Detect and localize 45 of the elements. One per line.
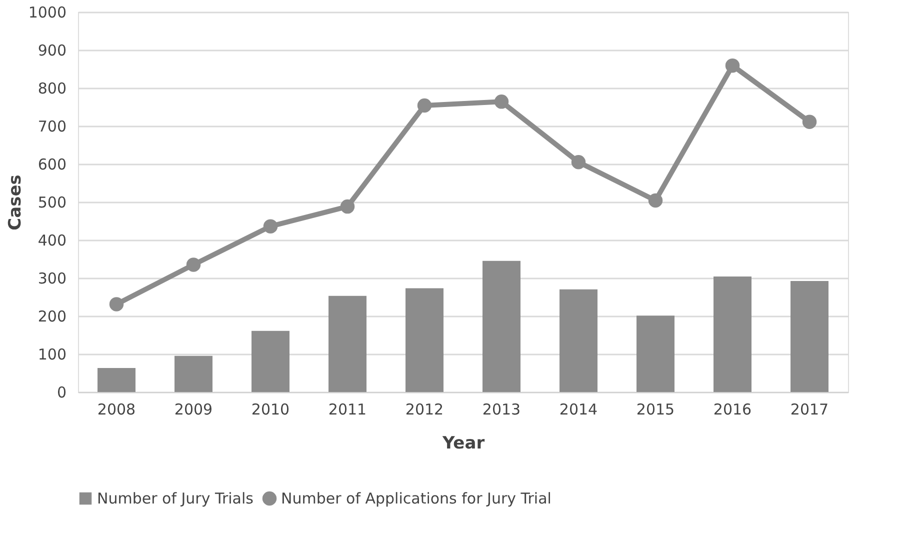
y-tick-label: 800 [38, 80, 66, 98]
y-tick-label: 400 [38, 232, 66, 250]
point [186, 258, 201, 272]
x-tick-label: 2012 [405, 400, 444, 418]
x-tick-label: 2009 [174, 400, 213, 418]
point [648, 193, 663, 208]
legend-label: Number of Jury Trials [97, 490, 254, 508]
bar [482, 260, 520, 392]
bar [406, 288, 444, 392]
point [571, 154, 586, 170]
y-axis-title: Cases [5, 174, 26, 230]
y-tick-label: 700 [38, 118, 66, 136]
bar [636, 316, 674, 392]
point [417, 98, 432, 113]
point [340, 199, 355, 214]
bar [714, 276, 752, 392]
x-tick-label: 2013 [482, 400, 521, 418]
y-tick-label: 500 [38, 194, 66, 212]
point [802, 114, 817, 129]
x-tick-label: 2010 [251, 400, 290, 418]
bar [328, 296, 366, 392]
x-tick-label: 2008 [97, 400, 136, 418]
y-tick-label: 900 [38, 42, 66, 60]
x-tick-label: 2016 [713, 400, 752, 418]
y-tick-label: 200 [38, 308, 66, 326]
x-tick-label: 2011 [328, 400, 367, 418]
bar [252, 330, 290, 392]
bar [98, 368, 136, 392]
bar [560, 289, 598, 392]
point [725, 58, 740, 73]
legend-label: Number of Applications for Jury Trial [281, 490, 552, 508]
x-tick-label: 2015 [636, 400, 675, 418]
y-tick-label: 100 [38, 346, 66, 364]
bar [790, 281, 828, 392]
point [494, 94, 509, 109]
x-tick-label: 2014 [559, 400, 598, 418]
y-tick-label: 600 [38, 156, 66, 174]
y-tick-label: 300 [38, 270, 66, 288]
x-tick-label: 2017 [790, 400, 829, 418]
bar [174, 356, 212, 392]
y-tick-label: 0 [56, 384, 66, 402]
y-tick-label: 1000 [28, 4, 66, 22]
x-axis-title: Year [441, 434, 486, 454]
point [109, 297, 124, 312]
point [263, 219, 278, 234]
